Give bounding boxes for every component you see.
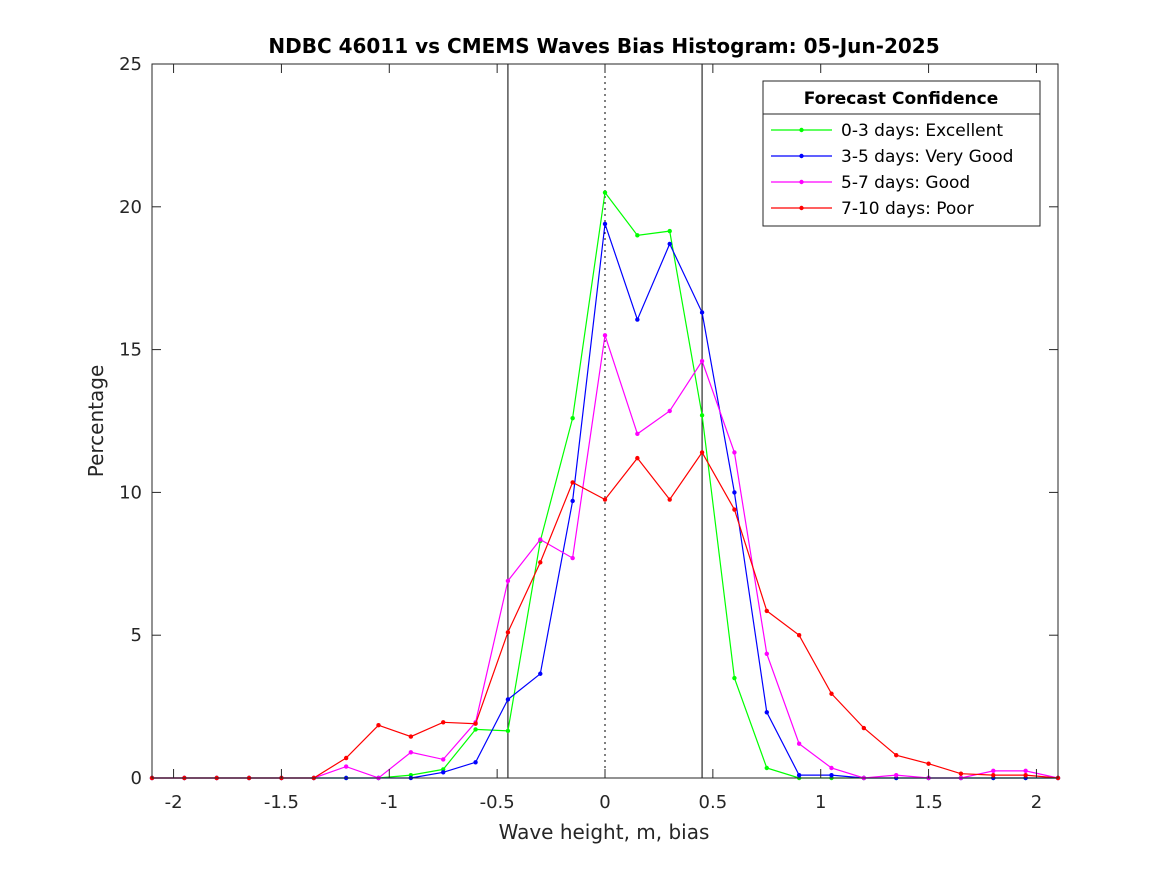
x-tick-label: 0 <box>599 792 610 813</box>
data-point <box>796 741 802 746</box>
data-point <box>343 764 349 769</box>
data-point <box>732 675 737 681</box>
data-point <box>376 722 381 728</box>
data-point <box>570 415 575 421</box>
data-point <box>764 608 769 614</box>
data-point <box>635 233 640 238</box>
y-tick-label: 20 <box>119 197 142 218</box>
data-point <box>1023 772 1028 778</box>
y-tick-label: 5 <box>131 625 142 646</box>
data-point <box>894 772 899 778</box>
x-tick-label: 2 <box>1031 792 1042 813</box>
data-point <box>699 358 705 364</box>
data-point <box>441 770 446 775</box>
y-axis-label: Percentage <box>84 365 108 478</box>
data-point <box>667 228 672 234</box>
data-point <box>505 697 511 702</box>
y-axis-ticks: 0 5 10 15 20 25 <box>119 54 1058 789</box>
data-point <box>570 555 575 561</box>
x-tick-label: 1.5 <box>914 792 943 813</box>
data-point <box>829 765 834 771</box>
data-point <box>570 480 575 485</box>
data-point <box>667 408 672 414</box>
data-point <box>505 630 511 635</box>
data-point <box>505 578 511 584</box>
legend-entry: 5-7 days: Good <box>771 173 970 193</box>
x-tick-label: 1 <box>815 792 826 813</box>
data-point <box>732 450 737 455</box>
data-point <box>991 772 996 778</box>
legend-marker <box>799 153 804 159</box>
y-tick-label: 0 <box>131 768 142 789</box>
legend-label: 0-3 days: Excellent <box>841 121 1003 141</box>
legend-marker <box>799 179 804 185</box>
data-point <box>441 757 446 762</box>
data-point <box>441 720 446 725</box>
legend-entry: 0-3 days: Excellent <box>771 121 1003 141</box>
data-point <box>635 317 640 322</box>
legend: Forecast Confidence 0-3 days: Excellent 3… <box>762 80 1041 227</box>
legend-entry: 7-10 days: Poor <box>771 199 974 219</box>
data-point <box>829 772 834 778</box>
y-tick-label: 15 <box>119 340 142 361</box>
y-tick-label: 10 <box>119 482 142 503</box>
data-point <box>796 772 802 778</box>
chart-title: NDBC 46011 vs CMEMS Waves Bias Histogram… <box>268 34 939 58</box>
legend-box <box>762 80 1041 227</box>
data-point <box>635 431 640 437</box>
data-point <box>602 333 608 338</box>
data-point <box>699 310 705 315</box>
legend-entries: 0-3 days: Excellent 3-5 days: Very Good 5-… <box>771 121 1013 219</box>
data-point <box>732 490 737 495</box>
legend-title: Forecast Confidence <box>804 89 999 109</box>
data-point <box>505 728 511 734</box>
data-point <box>699 450 705 455</box>
legend-label: 3-5 days: Very Good <box>841 147 1013 167</box>
data-point <box>732 507 737 512</box>
data-point <box>538 671 543 676</box>
data-point <box>473 727 478 732</box>
data-point <box>1023 768 1028 774</box>
x-tick-label: 0.5 <box>699 792 728 813</box>
data-point <box>602 221 608 227</box>
data-point <box>408 750 414 755</box>
data-point <box>408 734 414 739</box>
data-point <box>861 725 867 731</box>
data-point <box>473 760 478 765</box>
data-point <box>829 691 834 696</box>
data-point <box>926 761 931 766</box>
x-tick-label: -1 <box>380 792 398 813</box>
data-point <box>602 497 608 502</box>
data-point <box>343 755 349 761</box>
x-tick-label: -0.5 <box>480 792 515 813</box>
data-point <box>699 413 705 418</box>
reference-lines <box>507 64 703 778</box>
x-axis-ticks: -2 -1.5 -1 -0.5 0 0.5 1 1.5 2 <box>165 64 1042 813</box>
data-point <box>538 560 543 565</box>
x-tick-label: -2 <box>165 792 183 813</box>
data-point <box>635 455 640 461</box>
data-point <box>667 241 672 247</box>
legend-label: 7-10 days: Poor <box>841 199 974 219</box>
data-point <box>796 633 802 638</box>
data-point <box>958 771 964 776</box>
legend-entry: 3-5 days: Very Good <box>771 147 1013 167</box>
data-point <box>764 710 769 715</box>
data-point <box>538 537 543 542</box>
data-point <box>894 752 899 758</box>
y-tick-label: 25 <box>119 54 142 75</box>
x-axis-label: Wave height, m, bias <box>499 820 710 844</box>
x-tick-label: -1.5 <box>264 792 299 813</box>
data-point <box>991 768 996 774</box>
data-point <box>570 498 575 504</box>
data-point <box>473 721 478 726</box>
data-point <box>764 765 769 771</box>
legend-label: 5-7 days: Good <box>841 173 970 193</box>
legend-marker <box>799 205 804 211</box>
data-point <box>764 651 769 656</box>
data-point <box>667 497 672 502</box>
legend-marker <box>799 127 804 133</box>
data-point <box>602 190 608 195</box>
